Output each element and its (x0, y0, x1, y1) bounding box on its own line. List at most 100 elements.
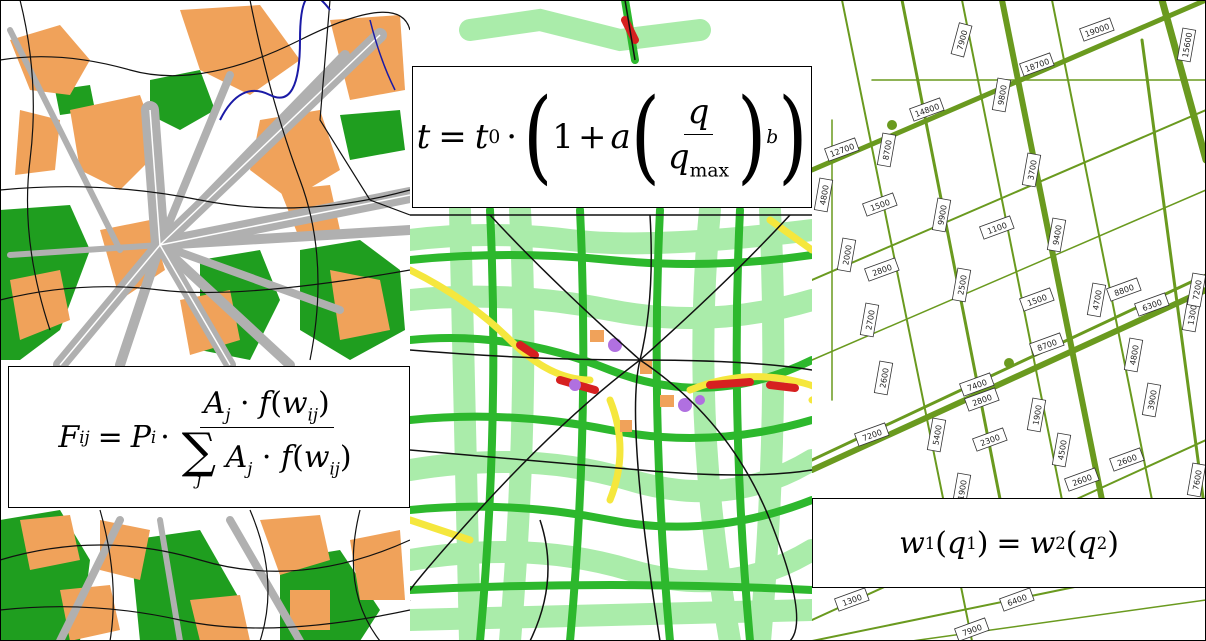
link-volume-label: 8800 (1106, 277, 1142, 302)
volume-label-text: 2500 (956, 274, 968, 296)
river (219, 0, 331, 121)
link-volume-label: 2800 (864, 257, 900, 282)
fraction-numerator: Aj · f(wij) (199, 386, 334, 428)
volume-label-text: 7200 (1191, 279, 1203, 301)
volume-label-text: 9900 (936, 204, 948, 226)
volume-label-box (1176, 27, 1197, 63)
link-volume-label: 6400 (999, 587, 1035, 612)
link-volume-label: 7400 (959, 372, 995, 397)
network-low-flow (410, 8, 812, 641)
link-volume-label: 7900 (954, 617, 990, 641)
link-volume-label: 7600 (1186, 462, 1206, 498)
volume-label-box (979, 215, 1015, 240)
gravity-fraction: Aj · f(wij) ∑ j Aj · f(wij) (178, 386, 356, 487)
volume-label-box (1186, 462, 1206, 498)
link-volume-label: 2300 (972, 427, 1008, 452)
volume-label-box (964, 387, 1000, 412)
numerator-A-subscript: j (225, 405, 231, 425)
link-volume-label: 9800 (991, 77, 1012, 113)
link-volume-label: 2700 (859, 302, 880, 338)
formula-q2-subscript: 2 (1096, 533, 1108, 553)
link-volume-label: 9400 (1046, 217, 1067, 253)
denominator-A: A (225, 439, 248, 475)
numerator-dot: · (240, 386, 250, 422)
denominator-w-subscript: ij (329, 459, 340, 479)
link-volume-label: 4800 (813, 177, 834, 213)
road-network (0, 0, 410, 641)
volume-label-box (813, 177, 834, 213)
volume-label-box (859, 302, 880, 338)
sum-operator: ∑ j (182, 427, 216, 488)
link-volume-label: 19000 (1079, 17, 1115, 42)
volume-label-box (854, 422, 890, 447)
link-volume-label: 1500 (862, 192, 898, 217)
link-volume-label: 1100 (979, 215, 1015, 240)
volume-label-box (834, 587, 870, 612)
volume-label-box (1019, 52, 1055, 77)
outer-paren-right: ) (778, 77, 808, 195)
link-volume-label: 8700 (876, 132, 897, 168)
volume-label-box (1106, 277, 1142, 302)
link-volume-label: 1300 (834, 587, 870, 612)
formula-dot: · (160, 419, 170, 455)
volume-label-box (1086, 282, 1107, 318)
volume-label-text: 4800 (818, 184, 830, 206)
volume-label-box (991, 77, 1012, 113)
network-roads (410, 0, 812, 641)
numerator-A: A (203, 386, 226, 422)
volume-label-box (873, 360, 894, 396)
volume-label-box (1109, 447, 1145, 472)
volume-label-text: 3900 (1146, 389, 1158, 411)
volume-label-box (1029, 332, 1065, 357)
volume-label-text: 2600 (878, 367, 890, 389)
link-volume-label: 4800 (1123, 337, 1144, 373)
formula-a: a (610, 117, 631, 157)
link-volume-label: 2500 (951, 267, 972, 303)
formula-w1-subscript: 1 (924, 533, 936, 553)
formula-w1: w (899, 525, 925, 561)
formula-P-subscript: i (150, 427, 157, 447)
volume-label-box (836, 237, 857, 273)
volume-label-box (999, 587, 1035, 612)
volume-label-box (1051, 432, 1072, 468)
volume-label-box (862, 192, 898, 217)
formula-exponent-b: b (766, 126, 779, 148)
river (369, 19, 396, 91)
link-volume-label: 2800 (964, 387, 1000, 412)
numerator-w-subscript: ij (307, 405, 319, 425)
formula-equals: = (996, 525, 1022, 561)
volume-label-text: 2000 (841, 244, 853, 266)
network-overloaded-zones (569, 338, 705, 412)
formula-P: P (130, 419, 151, 455)
volume-label-box (972, 427, 1008, 452)
outer-paren-left: ( (523, 77, 553, 195)
volume-label-box (876, 132, 897, 168)
volume-label-box (909, 97, 945, 122)
volume-label-text: 4800 (1128, 344, 1140, 366)
numerator-w: w (281, 386, 308, 422)
link-volume-label: 9900 (931, 197, 952, 233)
junction-markers (887, 120, 1014, 368)
volume-label-text: 4500 (1056, 439, 1068, 461)
denominator-w: w (303, 439, 330, 475)
link-volume-label: 7200 (1186, 272, 1206, 308)
link-volume-label: 6300 (1134, 292, 1170, 317)
formula-w2-subscript: 2 (1055, 533, 1066, 553)
traffic-assignment-panel: 7900 19000 15600 18700 14800 9800 12700 8700 370… (812, 0, 1206, 641)
volume-label-text: 2700 (864, 309, 876, 331)
volume-label-box (824, 137, 860, 162)
fraction-qmax: qmax (664, 135, 733, 181)
volume-label-box (954, 617, 990, 641)
fraction-denominator: ∑ j Aj · f(wij) (181, 422, 352, 489)
link-volume-label: 2600 (1064, 467, 1100, 492)
volume-label-box (931, 197, 952, 233)
link-volume-label: 3700 (1021, 152, 1042, 188)
link-volume-label: 1500 (1019, 287, 1055, 312)
volume-label-text: 15600 (1181, 32, 1194, 59)
network-zone-patches (590, 330, 674, 432)
volume-label-box (926, 417, 947, 453)
